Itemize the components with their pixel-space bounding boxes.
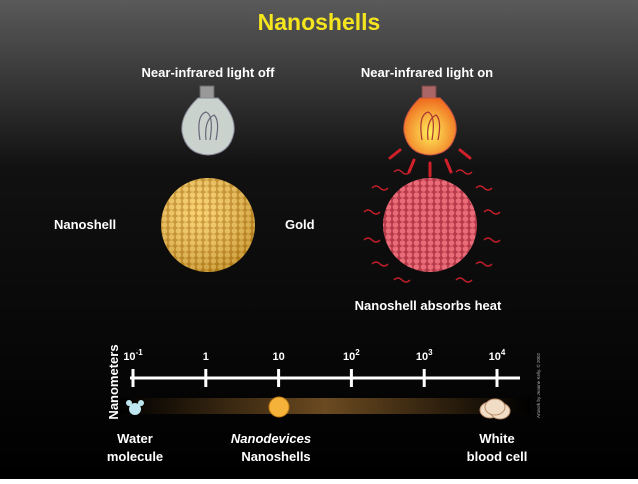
tick-label: 104 <box>489 348 506 363</box>
tick-base: 10 <box>416 351 428 363</box>
ticks: 10-1 1 10 102 103 104 <box>123 348 506 387</box>
item-label: Nanodevices <box>231 431 311 446</box>
water-icon <box>126 400 144 415</box>
caption: Nanoshell absorbs heat <box>355 298 502 313</box>
item-label: blood cell <box>467 449 528 464</box>
nanoshell-icon <box>268 396 290 418</box>
item-label: Nanoshells <box>241 449 310 464</box>
tick-exponent: 3 <box>428 348 433 357</box>
panel-label: Near-infrared light on <box>361 65 493 80</box>
sphere-shading <box>161 178 255 272</box>
callout: Nanoshell <box>54 217 116 232</box>
tick-label: 1 <box>203 351 209 363</box>
tick-base: 10 <box>272 351 284 363</box>
glow-band <box>120 398 530 414</box>
callout: Gold <box>285 217 315 232</box>
title: Nanoshells <box>258 9 381 35</box>
tick-exponent: 2 <box>355 348 360 357</box>
tick-base: 1 <box>203 351 209 363</box>
tick-label: 102 <box>343 348 360 363</box>
bulb-on <box>388 85 472 178</box>
tick-base: 10 <box>123 351 135 363</box>
tick-base: 10 <box>489 351 501 363</box>
tick-label: 10 <box>272 351 284 363</box>
item-label: molecule <box>107 449 163 464</box>
tick-exponent: 4 <box>501 348 506 357</box>
tick-label: 103 <box>416 348 433 363</box>
panel-label: Near-infrared light off <box>142 65 276 80</box>
credit: Artwork by Jeanne Kelly. © 2002 <box>535 352 541 418</box>
tick-exponent: -1 <box>136 348 144 357</box>
blood-cell-icon <box>479 398 511 420</box>
item-label: Water <box>117 431 153 446</box>
axis-label: Nanometers <box>106 344 121 419</box>
bulb-off <box>181 85 235 156</box>
heated-nanoshell <box>383 178 477 272</box>
heat-waves <box>363 169 501 283</box>
item-label: White <box>479 431 514 446</box>
tick-base: 10 <box>343 351 355 363</box>
tick-label: 10-1 <box>123 348 143 363</box>
